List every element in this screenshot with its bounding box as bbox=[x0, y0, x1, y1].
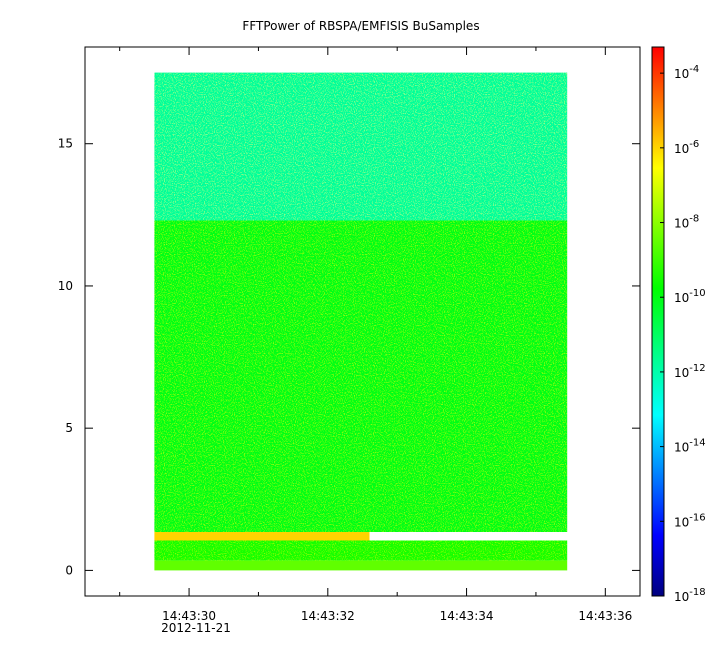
spectrogram-band bbox=[154, 532, 370, 541]
colorbar-tick-label: 10-12 bbox=[674, 363, 706, 380]
colorbar-tick-label: 10-4 bbox=[674, 64, 699, 81]
chart-title: FFTPower of RBSPA/EMFISIS BuSamples bbox=[242, 19, 479, 33]
colorbar-tick-label: 10-6 bbox=[674, 139, 699, 156]
x-tick-label: 14:43:32 bbox=[301, 609, 355, 623]
y-tick-label: 0 bbox=[65, 563, 73, 577]
spectrogram-band bbox=[154, 540, 568, 561]
colorbar bbox=[651, 46, 665, 597]
colorbar-tick-label: 10-16 bbox=[674, 512, 706, 529]
colorbar-tick-label: 10-8 bbox=[674, 214, 699, 231]
x-tick-label: 14:43:34 bbox=[440, 609, 494, 623]
colorbar-tick-label: 10-18 bbox=[674, 587, 706, 604]
spectrogram-band bbox=[154, 560, 568, 571]
x-date-label: 2012-11-21 bbox=[161, 621, 231, 635]
x-tick-label: 14:43:36 bbox=[578, 609, 632, 623]
y-tick-label: 15 bbox=[58, 137, 73, 151]
colorbar-tick-label: 10-10 bbox=[674, 288, 706, 305]
spectrogram-band bbox=[154, 220, 568, 532]
spectrogram-image bbox=[154, 72, 568, 571]
y-tick-label: 5 bbox=[65, 421, 73, 435]
x-tick-label: 14:43:30 bbox=[162, 609, 216, 623]
y-tick-label: 10 bbox=[58, 279, 73, 293]
spectrogram-band bbox=[154, 72, 568, 221]
x-axis: 14:43:30 14:43:32 14:43:34 14:43:36 bbox=[119, 47, 632, 623]
colorbar-axis: 10-4 10-6 10-8 10-10 10-12 10-14 10-16 10-18 bbox=[660, 64, 706, 604]
y-axis: 0 5 10 15 bbox=[58, 137, 640, 577]
colorbar-tick-label: 10-14 bbox=[674, 438, 706, 455]
